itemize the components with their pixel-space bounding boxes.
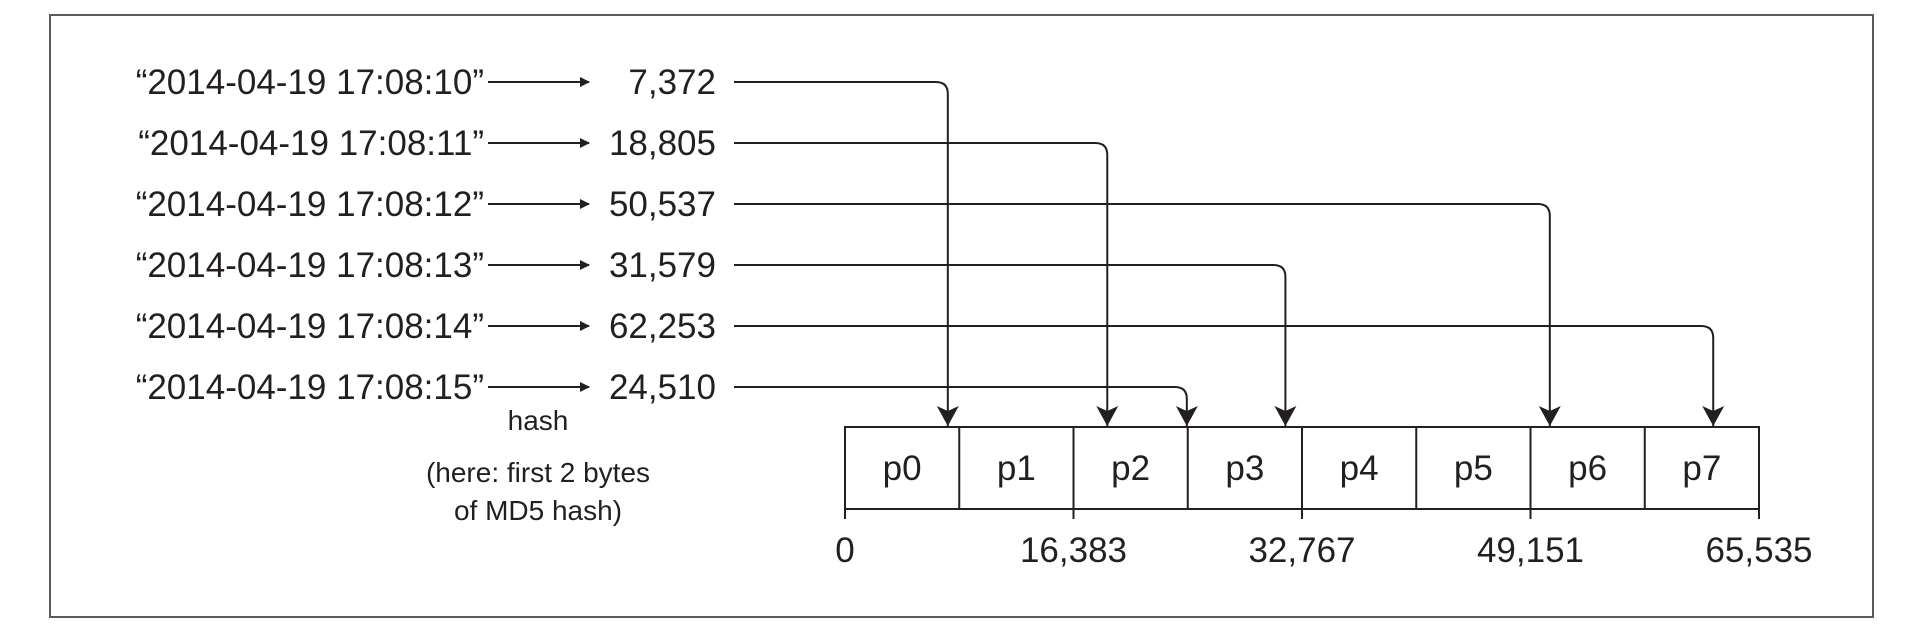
route-arrow bbox=[734, 81, 959, 426]
key-rows: “2014-04-19 17:08:10” 7,372 “2014-04-19 17… bbox=[136, 63, 716, 407]
partition-label-p0: p0 bbox=[883, 449, 922, 488]
key-label: “2014-04-19 17:08:11” bbox=[138, 124, 484, 163]
key-label: “2014-04-19 17:08:14” bbox=[136, 307, 484, 346]
scale-tick-label: 32,767 bbox=[1248, 531, 1355, 570]
hash-caption-line3: of MD5 hash) bbox=[454, 495, 622, 526]
scale-tick-label: 0 bbox=[835, 531, 854, 570]
hash-value-label: 31,579 bbox=[609, 246, 716, 285]
partition-label-p6: p6 bbox=[1568, 449, 1607, 488]
partition-strip: p0 p1 p2 p3 p4 p5 p6 p7 bbox=[844, 426, 1760, 519]
route-arrow bbox=[734, 264, 1297, 426]
hash-value-label: 50,537 bbox=[609, 185, 716, 224]
partition-label-p7: p7 bbox=[1682, 449, 1721, 488]
figure-frame bbox=[49, 14, 1874, 618]
key-label: “2014-04-19 17:08:13” bbox=[136, 246, 484, 285]
scale-tick-label: 49,151 bbox=[1477, 531, 1584, 570]
hash-value-label: 62,253 bbox=[609, 307, 716, 346]
partition-label-p3: p3 bbox=[1225, 449, 1264, 488]
partition-label-p1: p1 bbox=[997, 449, 1036, 488]
partition-label-p4: p4 bbox=[1340, 449, 1379, 488]
scale-tick-label: 16,383 bbox=[1020, 531, 1127, 570]
scale-tick-label: 65,535 bbox=[1705, 531, 1812, 570]
route-arrow bbox=[734, 142, 1119, 426]
route-arrow bbox=[734, 386, 1198, 426]
hash-value-label: 7,372 bbox=[628, 63, 716, 102]
routing-lines bbox=[734, 81, 1725, 426]
route-arrow bbox=[734, 203, 1561, 426]
hash-caption-line1: hash bbox=[508, 405, 569, 436]
partition-label-p2: p2 bbox=[1111, 449, 1150, 488]
route-arrow bbox=[734, 325, 1725, 426]
partition-label-p5: p5 bbox=[1454, 449, 1493, 488]
hash-caption-line2: (here: first 2 bytes bbox=[426, 457, 650, 488]
key-label: “2014-04-19 17:08:12” bbox=[136, 185, 484, 224]
hash-value-label: 24,510 bbox=[609, 368, 716, 407]
hash-range-scale: 0 16,383 32,767 49,151 65,535 bbox=[835, 508, 1813, 570]
key-label: “2014-04-19 17:08:10” bbox=[136, 63, 484, 102]
key-label: “2014-04-19 17:08:15” bbox=[136, 368, 484, 407]
hash-value-label: 18,805 bbox=[609, 124, 716, 163]
